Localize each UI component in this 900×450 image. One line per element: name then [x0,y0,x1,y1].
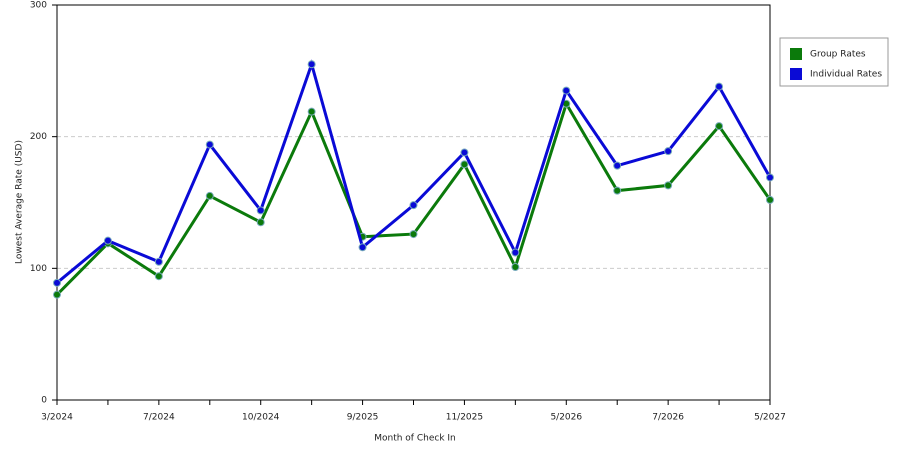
series-line [56,59,772,284]
y-tick-label: 200 [30,132,47,142]
legend-label: Group Rates [810,50,866,60]
x-tick-label: 10/2024 [242,413,280,423]
data-point [460,148,469,157]
data-point [460,160,469,169]
data-point [53,290,61,299]
data-point [715,122,724,131]
y-tick-label: 0 [41,396,47,406]
data-point [256,206,265,215]
x-tick-label: 3/2024 [41,413,73,423]
data-point [511,248,520,257]
data-point [664,181,673,190]
x-tick-label: 5/2027 [754,413,786,423]
series-line [55,100,772,296]
data-point [409,230,418,239]
x-tick-label: 5/2026 [550,413,582,423]
y-tick-label: 300 [30,1,47,11]
y-tick-label: 100 [30,264,47,274]
data-point [715,82,724,91]
x-tick-label: 7/2024 [143,413,175,423]
legend-swatch [790,68,802,80]
data-point [664,147,673,156]
x-axis-label: Month of Check In [374,434,456,444]
data-point [613,186,622,195]
data-point [256,218,265,227]
x-tick-label: 11/2025 [446,413,483,423]
data-point [205,191,214,200]
legend-label: Individual Rates [810,70,882,80]
x-tick-label: 7/2026 [652,413,684,423]
y-axis-label: Lowest Average Rate (USD) [15,140,25,264]
data-point [307,107,316,116]
legend-swatch [790,48,802,60]
data-point [766,173,774,182]
data-point [205,140,214,149]
data-point [562,86,571,95]
data-point [154,272,163,281]
data-point [358,243,367,252]
data-point [154,257,163,266]
data-point [766,195,774,204]
data-point [103,236,112,245]
data-point [307,60,316,69]
data-point [511,263,520,272]
x-tick-label: 9/2025 [347,413,379,423]
data-point [613,161,622,170]
data-point [53,278,61,287]
data-point [409,201,418,210]
